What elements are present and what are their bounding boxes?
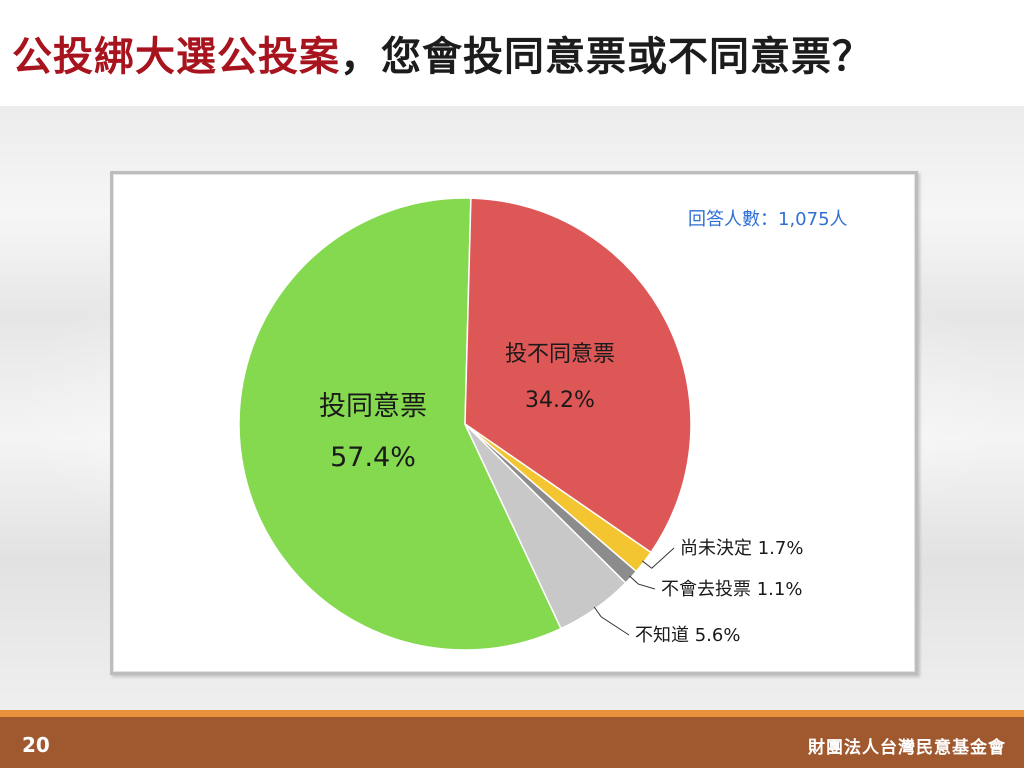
slice-label-undecided: 尚未決定 1.7% [680, 538, 803, 559]
slide-title: 公投綁大選公投案，您會投同意票或不同意票？ [12, 24, 873, 82]
slice-label-dont-know: 不知道 5.6% [635, 625, 740, 646]
footer-bar: 20 財團法人台灣民意基金會 [0, 717, 1024, 768]
slice-label-disagree: 投不同意票 [505, 342, 615, 367]
title-bar: 公投綁大選公投案，您會投同意票或不同意票？ [0, 0, 1024, 106]
leader-line-undecided [641, 547, 675, 569]
slice-label-agree: 投同意票 [319, 391, 427, 422]
pie-slice-agree [238, 197, 563, 651]
pie-slices [238, 197, 692, 651]
slice-label-not-voting: 不會去投票 1.1% [661, 579, 802, 600]
pie-labels: 投同意票 57.4% 投不同意票 34.2% 尚未決定 1.7% 不會去投票 1.1% 不知… [319, 342, 803, 646]
respondent-count-note: 回答人數：1,075人 [688, 209, 848, 230]
pie-chart: 投同意票 57.4% 投不同意票 34.2% 尚未決定 1.7% 不會去投票 1.1% 不知… [238, 197, 848, 651]
page-number: 20 [22, 733, 50, 757]
slide-title-highlight: 公投綁大選公投案 [12, 34, 340, 80]
organization-name: 財團法人台灣民意基金會 [808, 738, 1006, 758]
slide-title-rest: ，您會投同意票或不同意票？ [340, 34, 873, 80]
slice-value-agree: 57.4% [330, 442, 416, 473]
leader-line-not-voting [629, 575, 656, 590]
pie-slice-disagree [464, 197, 692, 554]
chart-frame: 投同意票 57.4% 投不同意票 34.2% 尚未決定 1.7% 不會去投票 1.1% 不知… [110, 171, 918, 675]
leader-line-dont-know [593, 606, 630, 636]
slice-value-disagree: 34.2% [525, 388, 595, 413]
footer-accent-line [0, 710, 1024, 717]
